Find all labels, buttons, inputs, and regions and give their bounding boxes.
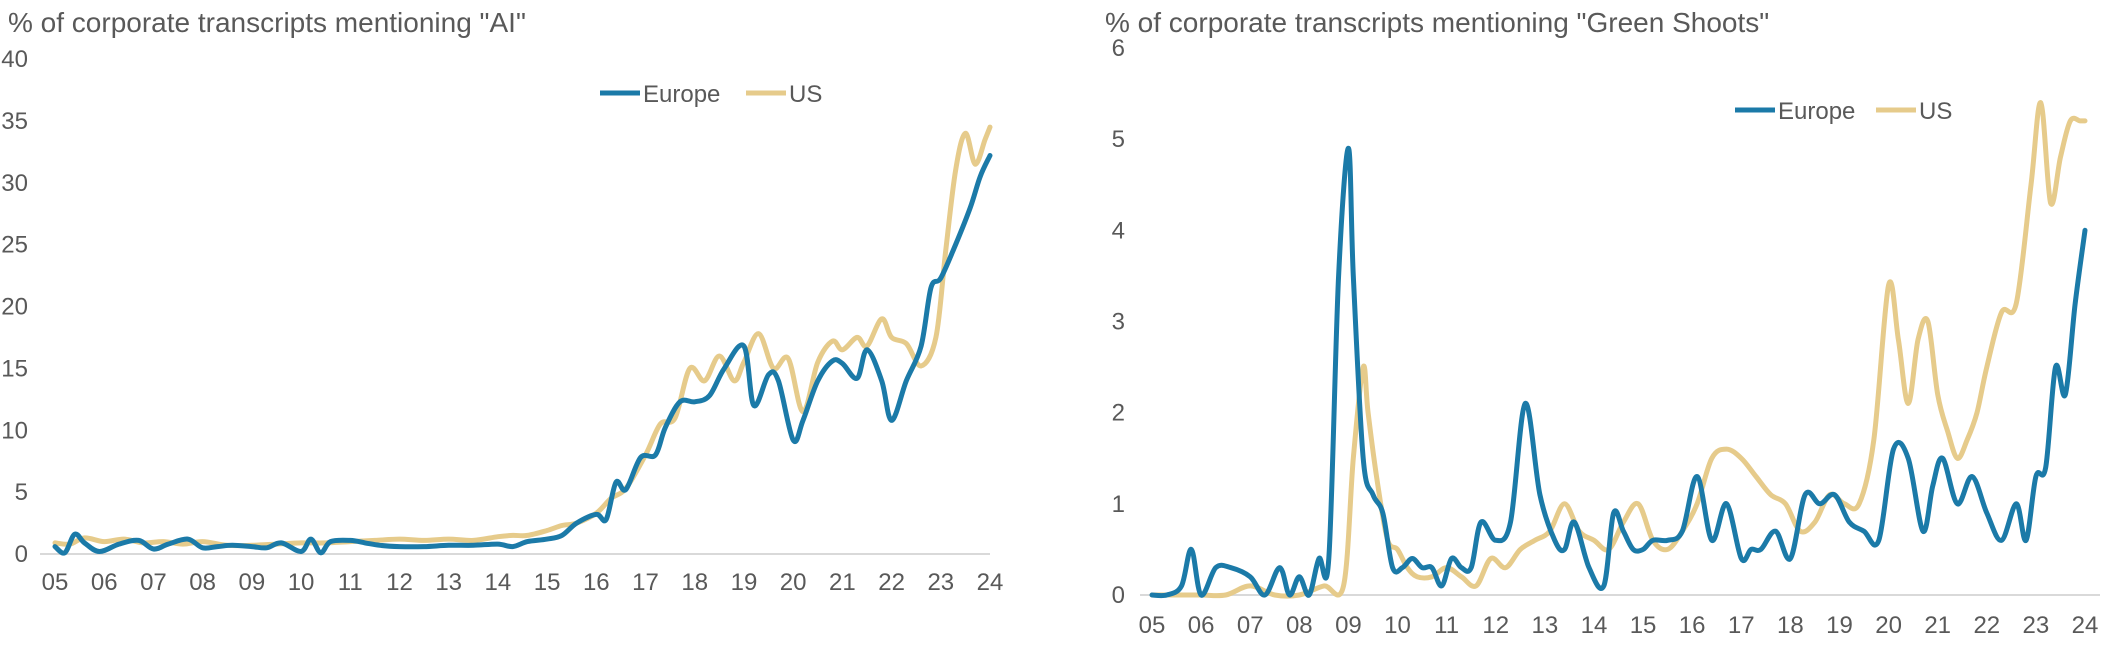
x-tick-label: 21 xyxy=(829,569,856,596)
x-tick-label: 19 xyxy=(731,569,758,596)
x-tick-label: 22 xyxy=(1973,612,2000,639)
chart-title: % of corporate transcripts mentioning "G… xyxy=(1105,7,1769,38)
x-tick-label: 16 xyxy=(1679,612,1706,639)
legend-label-europe: Europe xyxy=(643,81,720,108)
legend-label-us: US xyxy=(1919,98,1952,125)
x-tick-label: 15 xyxy=(534,569,561,596)
x-tick-label: 05 xyxy=(1139,612,1166,639)
series-group xyxy=(1149,100,2088,599)
x-tick-label: 11 xyxy=(1434,612,1459,639)
y-tick-label: 0 xyxy=(1112,582,1125,609)
y-tick-label: 5 xyxy=(1112,126,1125,153)
y-tick-label: 1 xyxy=(1112,491,1125,518)
x-tick-label: 14 xyxy=(485,569,512,596)
x-tick-label: 21 xyxy=(1924,612,1951,639)
legend: Europe US xyxy=(1735,98,1952,125)
x-tick-label: 06 xyxy=(1188,612,1215,639)
y-axis-ticks: 0 1 2 3 4 5 6 xyxy=(1112,35,1125,609)
x-tick-label: 07 xyxy=(140,569,167,596)
x-tick-label: 15 xyxy=(1630,612,1657,639)
chart-green-shoots-mentions: % of corporate transcripts mentioning "G… xyxy=(1105,7,2100,639)
series-line-europe xyxy=(52,153,993,556)
x-tick-label: 13 xyxy=(1531,612,1558,639)
y-tick-label: 20 xyxy=(1,294,28,321)
x-tick-label: 12 xyxy=(1482,612,1509,639)
y-tick-label: 15 xyxy=(1,355,28,382)
x-tick-label: 19 xyxy=(1826,612,1853,639)
y-axis-ticks: 0 5 10 15 20 25 30 35 40 xyxy=(1,46,28,568)
y-tick-label: 4 xyxy=(1112,217,1125,244)
x-axis-ticks: 05 06 07 08 09 10 11 12 13 14 15 16 17 18 19 20 21 22 23 24 xyxy=(1139,612,2099,639)
x-tick-label: 23 xyxy=(2023,612,2050,639)
y-tick-label: 40 xyxy=(1,46,28,73)
y-tick-label: 6 xyxy=(1112,35,1125,62)
x-tick-label: 14 xyxy=(1581,612,1608,639)
chart-title: % of corporate transcripts mentioning "A… xyxy=(8,7,526,38)
y-tick-label: 2 xyxy=(1112,400,1125,427)
x-tick-label: 08 xyxy=(1286,612,1313,639)
x-tick-label: 10 xyxy=(288,569,315,596)
x-tick-label: 12 xyxy=(386,569,413,596)
x-tick-label: 18 xyxy=(1777,612,1804,639)
x-tick-label: 16 xyxy=(583,569,610,596)
series-line-us xyxy=(52,124,993,549)
x-tick-label: 18 xyxy=(681,569,708,596)
y-tick-label: 3 xyxy=(1112,309,1125,336)
x-tick-label: 13 xyxy=(435,569,462,596)
x-tick-label: 11 xyxy=(338,569,363,596)
chart-ai-mentions: % of corporate transcripts mentioning "A… xyxy=(1,7,1003,596)
x-tick-label: 05 xyxy=(42,569,69,596)
y-tick-label: 25 xyxy=(1,232,28,259)
x-tick-label: 09 xyxy=(238,569,265,596)
x-tick-label: 17 xyxy=(1728,612,1755,639)
x-tick-label: 24 xyxy=(2072,612,2099,639)
series-line-europe xyxy=(1149,145,2088,599)
x-tick-label: 06 xyxy=(91,569,118,596)
y-tick-label: 10 xyxy=(1,417,28,444)
x-tick-label: 22 xyxy=(878,569,905,596)
x-tick-label: 08 xyxy=(189,569,216,596)
x-tick-label: 20 xyxy=(1875,612,1902,639)
legend-label-us: US xyxy=(789,81,822,108)
x-tick-label: 20 xyxy=(780,569,807,596)
y-tick-label: 0 xyxy=(15,541,28,568)
y-tick-label: 5 xyxy=(15,479,28,506)
y-tick-label: 35 xyxy=(1,108,28,135)
x-axis-ticks: 05 06 07 08 09 10 11 12 13 14 15 16 17 18 19 20 21 22 23 24 xyxy=(42,569,1004,596)
legend-label-europe: Europe xyxy=(1778,98,1855,125)
legend: Europe US xyxy=(600,81,822,108)
series-group xyxy=(52,124,993,556)
x-tick-label: 24 xyxy=(977,569,1004,596)
x-tick-label: 10 xyxy=(1384,612,1411,639)
x-tick-label: 23 xyxy=(927,569,954,596)
y-tick-label: 30 xyxy=(1,170,28,197)
x-tick-label: 17 xyxy=(632,569,659,596)
x-tick-label: 09 xyxy=(1335,612,1362,639)
x-tick-label: 07 xyxy=(1237,612,1264,639)
